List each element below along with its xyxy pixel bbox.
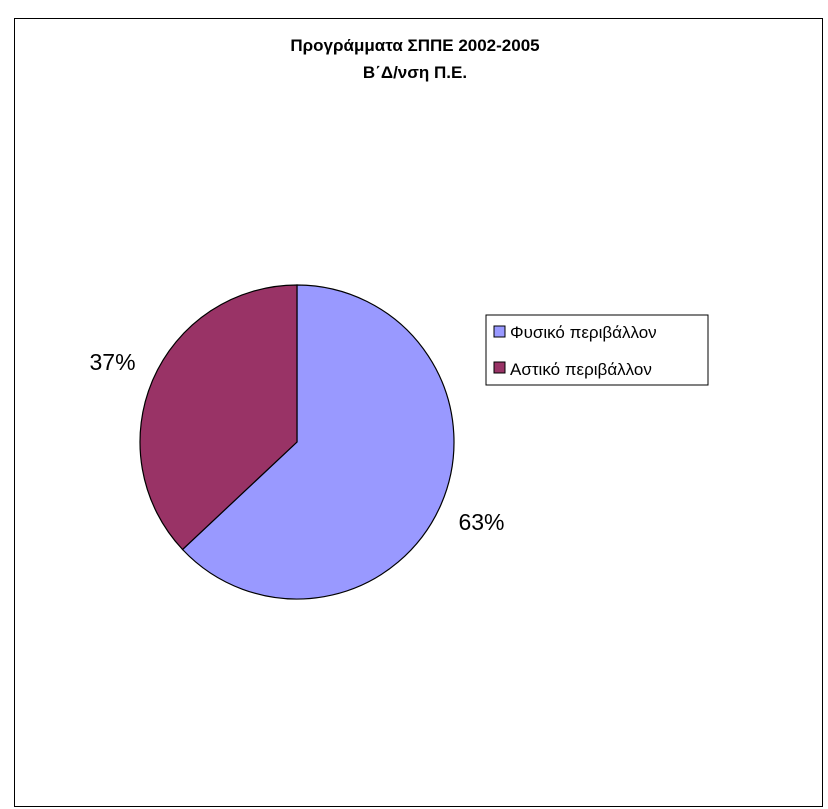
data-label-natural: 63% — [458, 509, 504, 535]
pie-slice-natural — [181, 284, 455, 600]
legend-swatch-natural — [493, 325, 506, 338]
data-label-urban: 37% — [90, 349, 136, 375]
legend-swatch-urban — [493, 361, 506, 374]
legend-box — [485, 314, 709, 386]
pie-slice-urban — [139, 284, 298, 551]
chart-subtitle: Β΄Δ/νση Π.Ε. — [363, 63, 467, 82]
legend-label-natural: Φυσικό περιβάλλον — [510, 323, 657, 342]
legend: Φυσικό περιβάλλον Αστικό περιβάλλον — [485, 314, 709, 386]
legend-label-urban: Αστικό περιβάλλον — [510, 360, 652, 379]
chart-title: Προγράμματα ΣΠΠΕ 2002-2005 — [290, 36, 539, 55]
